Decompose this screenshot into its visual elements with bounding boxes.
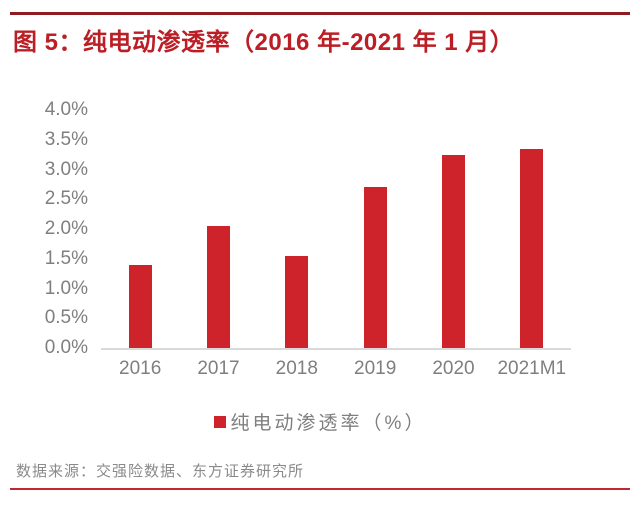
legend-swatch-icon — [213, 415, 226, 428]
y-axis-tick-label: 3.0% — [44, 158, 88, 180]
y-axis-tick-label: 1.5% — [44, 247, 88, 269]
x-axis-label-2020: 2020 — [432, 358, 475, 379]
bars-group — [101, 110, 571, 348]
top-divider — [10, 12, 630, 15]
figure-title: 图 5：纯电动渗透率（2016 年-2021 年 1 月） — [13, 29, 515, 56]
data-source-note: 数据来源：交强险数据、东方证券研究所 — [16, 463, 305, 480]
y-axis-tick-label: 3.5% — [44, 128, 88, 150]
x-axis: 2016 2017 2018 2019 2020 2021M1 — [101, 358, 571, 380]
bar-2020 — [441, 154, 465, 348]
bar-2021m1 — [520, 148, 544, 348]
x-axis-label-2021m1: 2021M1 — [497, 358, 567, 379]
x-axis-label-2019: 2019 — [354, 358, 397, 379]
bar-2016 — [128, 264, 152, 348]
y-axis-tick-label: 2.0% — [44, 218, 88, 239]
x-axis-label-2016: 2016 — [119, 358, 162, 379]
bottom-divider — [10, 488, 630, 490]
y-axis-tick-label: 0.5% — [44, 307, 88, 329]
x-axis-label-2017: 2017 — [197, 358, 240, 379]
y-axis-tick-label: 4.0% — [44, 99, 88, 120]
bar-2019 — [363, 187, 387, 348]
y-axis-tick-label: 2.5% — [44, 188, 88, 210]
plot-area — [101, 110, 571, 350]
bar-2017 — [206, 226, 230, 348]
y-axis: 4.0% 3.5% 3.0% 2.5% 2.0% 1.5% 1.0% 0.5% … — [26, 100, 88, 358]
legend-label: 纯电动渗透率（%） — [230, 413, 427, 434]
y-axis-tick-label: 0.0% — [44, 337, 88, 358]
y-axis-tick-label: 1.0% — [44, 277, 88, 299]
bar-2018 — [285, 255, 309, 348]
legend: 纯电动渗透率（%） — [0, 408, 640, 435]
x-axis-label-2018: 2018 — [275, 358, 318, 379]
